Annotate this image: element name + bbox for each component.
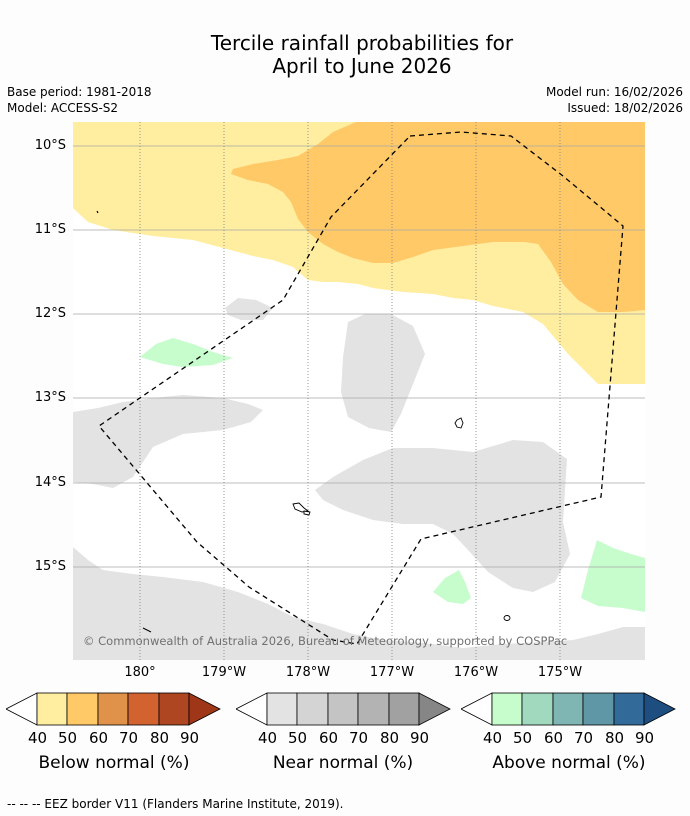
meta-right: Model run: 16/02/2026 Issued: 18/02/2026 [546,84,683,116]
legend-swatch [66,692,99,726]
island-outline [96,210,99,214]
model-name: Model: ACCESS-S2 [7,101,119,115]
lon-label-176w: 176°W [453,665,499,680]
above-normal-region-1 [140,338,233,367]
island-outline [292,502,310,513]
lon-label-177w: 177°W [369,665,415,680]
legend-swatch [188,692,221,726]
title-line-2: April to June 2026 [272,54,452,78]
latitude-gridlines [73,145,645,568]
lat-label-11s: 11°S [34,222,66,237]
above-normal-region-3 [581,540,645,612]
chart-title: Tercile rainfall probabilities for April… [0,32,690,78]
below-normal-50-60-region [231,122,645,312]
legend-tick: 90 [180,729,200,747]
near-normal-region-1 [225,298,273,320]
legend-swatch [127,692,160,726]
below-normal-colorbar [6,692,221,726]
legend-tick: 80 [150,729,170,747]
legend-tick: 80 [605,729,625,747]
lat-label-13s: 13°S [34,390,66,405]
legend-swatch [521,692,554,726]
near-normal-region-3 [73,395,263,488]
legend-swatch [491,692,523,726]
title-line-1: Tercile rainfall probabilities for [210,31,514,55]
lon-label-178w: 178°W [285,665,331,680]
lat-label-10s: 10°S [34,138,66,153]
lon-label-175w: 175°W [537,665,583,680]
legend-swatch [582,692,615,726]
near-normal-region-5 [73,547,645,660]
legend-swatch [357,692,390,726]
near-normal-region-2 [341,314,425,432]
above-normal-region-2 [433,570,471,604]
base-period: Base period: 1981-2018 [7,85,152,99]
lat-label-12s: 12°S [34,306,66,321]
legend-tick: 40 [483,729,503,747]
near-normal-colorbar [236,692,451,726]
legend-tick: 60 [319,729,339,747]
model-run: Model run: 16/02/2026 [545,85,683,99]
lat-label-15s: 15°S [34,559,66,574]
legend-swatch [236,692,268,726]
island-outline [454,417,464,429]
legend-tick: 60 [544,729,564,747]
legend-swatch [327,692,359,726]
eez-border-note: -- -- -- EEZ border V11 (Flanders Marine… [7,797,344,811]
legend-swatch [613,692,645,726]
legend-swatch [296,692,329,726]
legend-swatch [6,692,38,726]
legend-tick: 50 [288,729,308,747]
rainfall-map: © Commonwealth of Australia 2026, Bureau… [73,122,645,660]
legend-swatch [97,692,129,726]
legend-tick: 70 [574,729,594,747]
legend-tick: 50 [58,729,78,747]
legend-swatch [388,692,420,726]
issued-date: Issued: 18/02/2026 [567,101,683,115]
copyright-notice: © Commonwealth of Australia 2026, Bureau… [83,634,567,648]
legend-tick: 40 [28,729,48,747]
legend-swatch [643,692,676,726]
island-outline [142,627,152,633]
legend-swatch [418,692,451,726]
below-normal-caption: Below normal (%) [38,753,190,773]
legend-tick: 60 [89,729,109,747]
above-normal-caption: Above normal (%) [492,753,646,773]
legend-tick: 50 [513,729,533,747]
island-outline [303,510,311,516]
legend-tick: 40 [258,729,278,747]
legend-swatch [266,692,298,726]
eez-border [98,131,624,645]
legend-tick: 80 [380,729,400,747]
near-normal-region-4 [315,440,570,592]
meta-left: Base period: 1981-2018 Model: ACCESS-S2 [7,84,152,116]
legend-tick: 90 [410,729,430,747]
above-normal-colorbar [461,692,676,726]
legend-tick: 90 [635,729,655,747]
legend-tick: 70 [349,729,369,747]
legend-swatch [158,692,190,726]
legend-tick: 70 [119,729,139,747]
near-normal-caption: Near normal (%) [272,753,414,773]
legend-swatch [552,692,584,726]
lon-label-180: 180° [124,665,156,680]
island-outline [503,615,511,621]
lon-label-179w: 179°W [201,665,247,680]
legend-swatch [36,692,68,726]
lat-label-14s: 14°S [34,475,66,490]
legend-swatch [461,692,493,726]
